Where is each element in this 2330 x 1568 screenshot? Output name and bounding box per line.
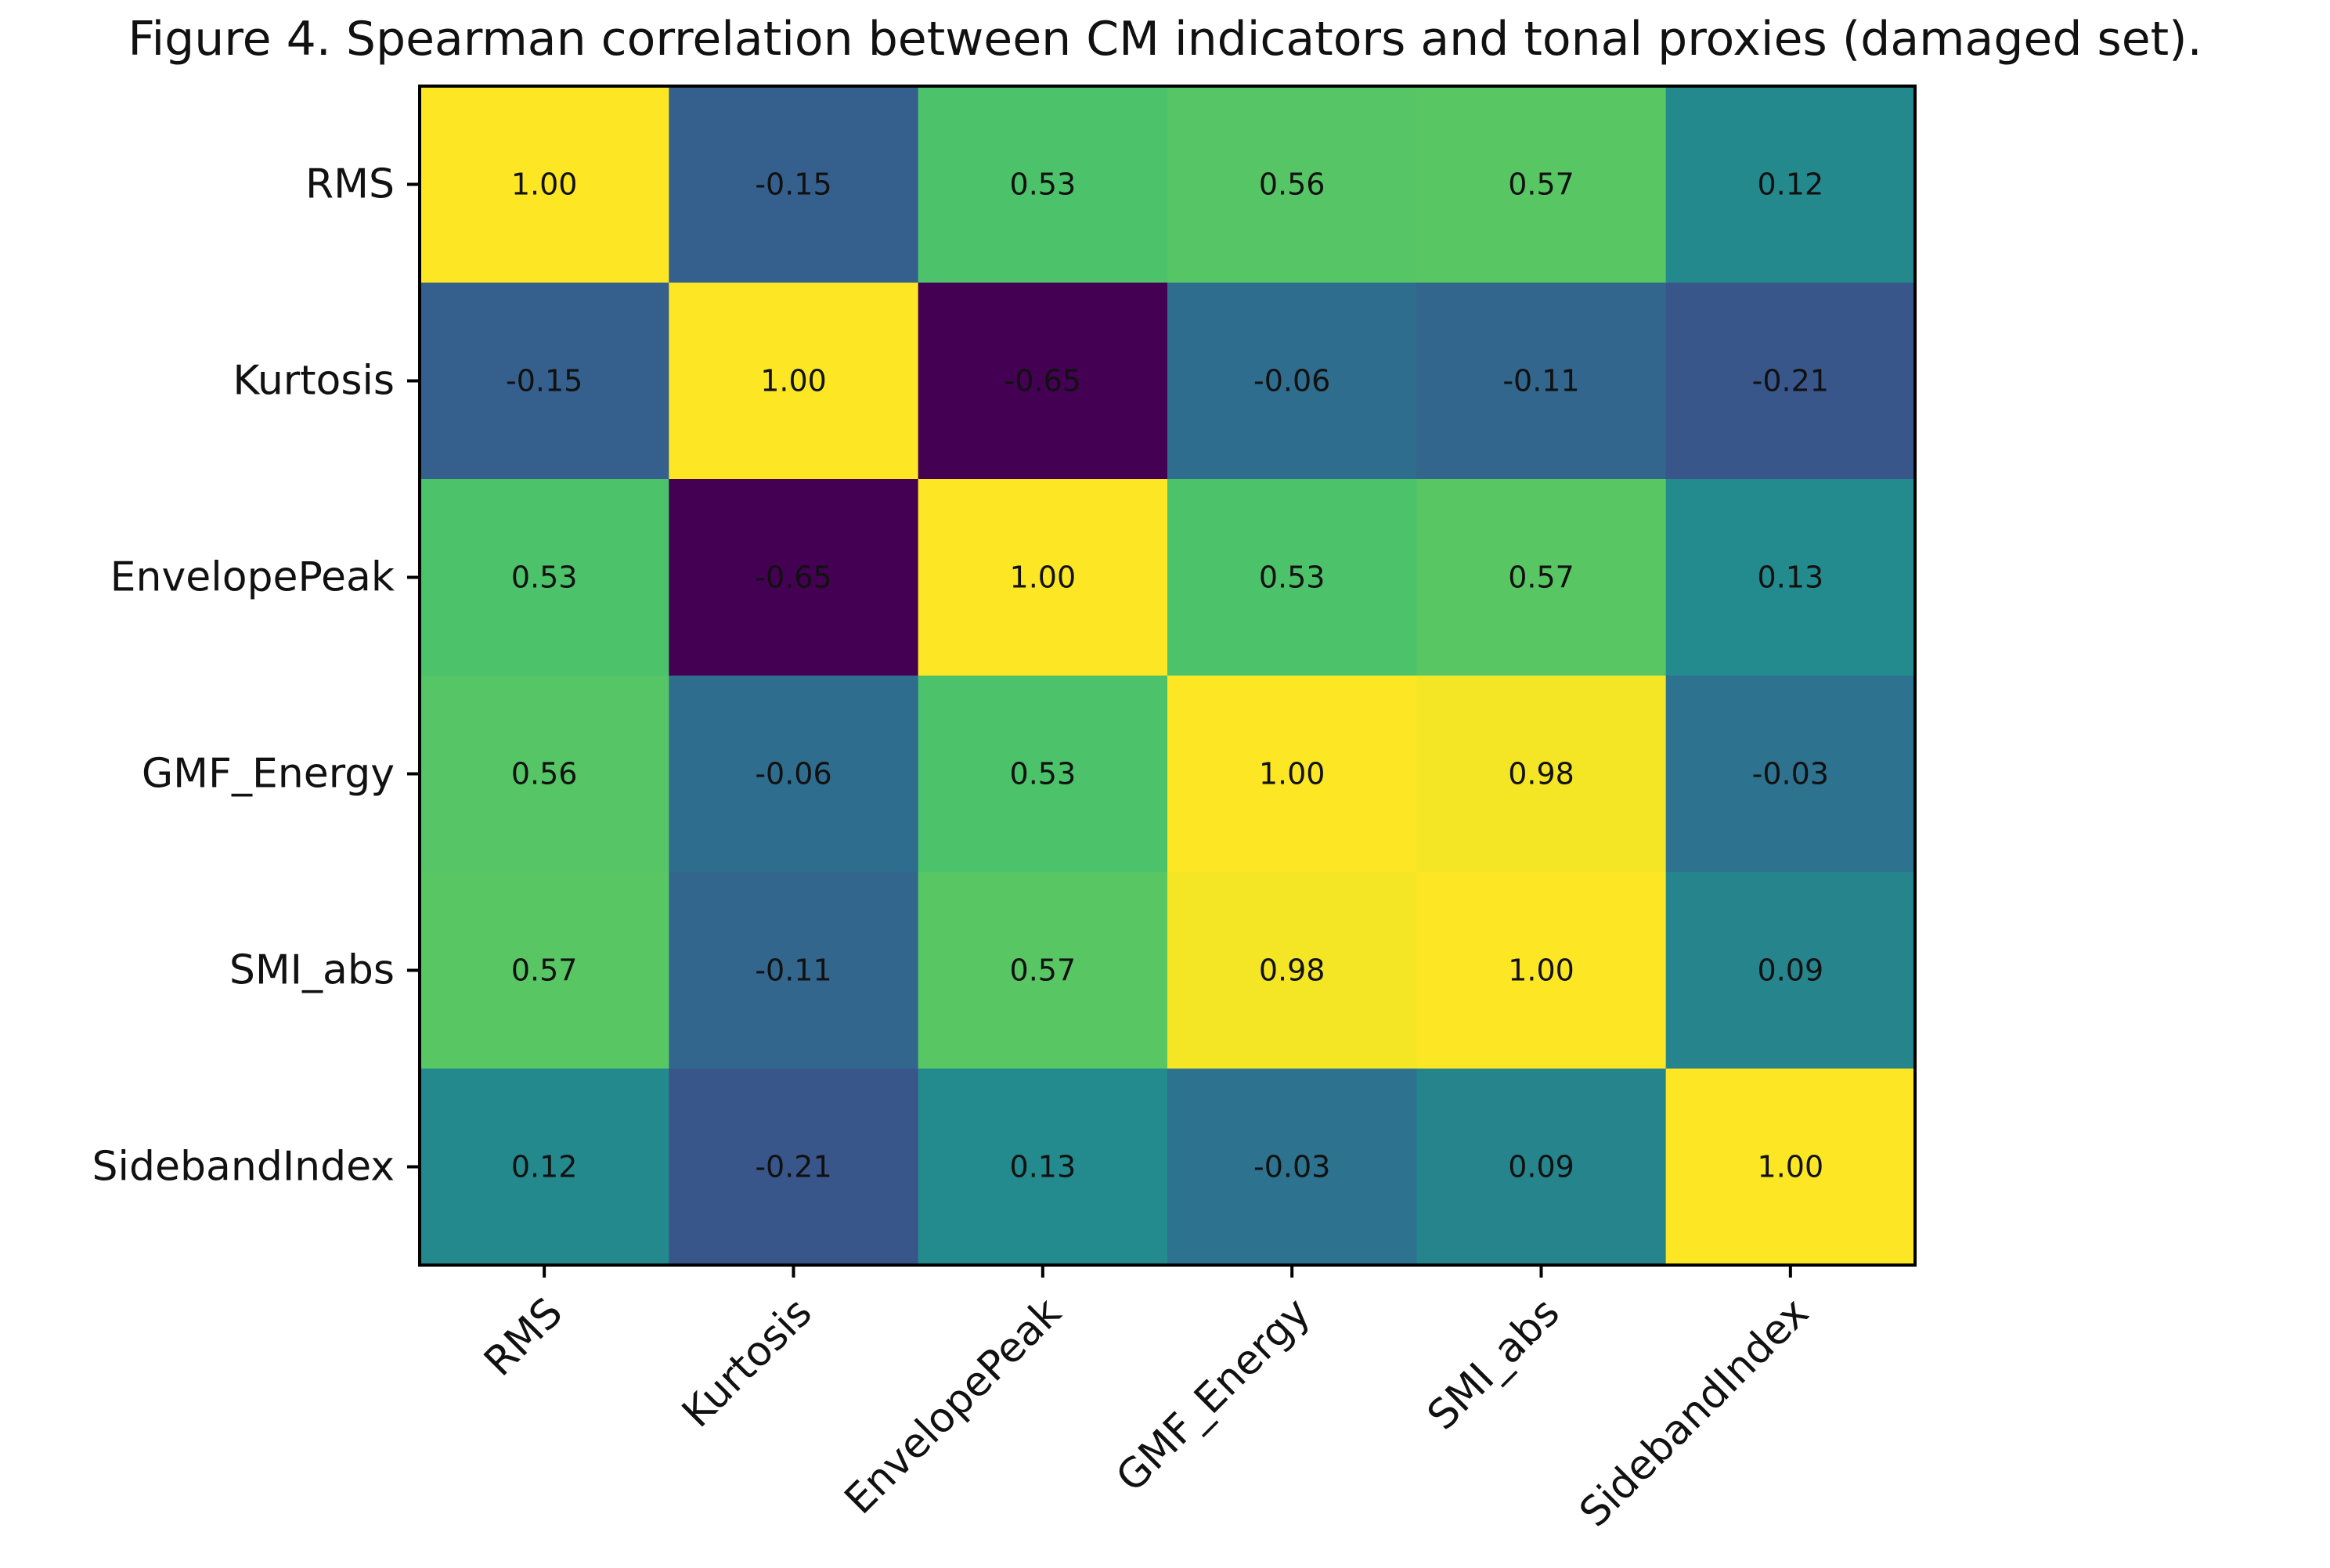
heatmap-cell-GMF_Energy-SidebandIndex xyxy=(1665,676,1916,873)
heatmap-cell-SMI_abs-RMS xyxy=(420,872,669,1069)
cell-value-label: -0.11 xyxy=(1502,364,1579,398)
cell-value-label: 0.53 xyxy=(1259,561,1326,595)
cell-value-label: -0.11 xyxy=(755,953,831,988)
heatmap-cell-EnvelopePeak-RMS xyxy=(420,479,669,676)
heatmap-cell-Kurtosis-EnvelopePeak xyxy=(918,283,1168,480)
heatmap-cell-SMI_abs-SidebandIndex xyxy=(1665,872,1916,1069)
cell-value-label: 0.98 xyxy=(1508,757,1574,791)
y-tick-label: SMI_abs xyxy=(229,947,395,994)
plot-frame xyxy=(418,85,1917,1267)
heatmap-cell-RMS-SMI_abs xyxy=(1416,86,1667,283)
cell-value-label: 0.57 xyxy=(1508,561,1574,595)
heatmap-cell-GMF_Energy-Kurtosis xyxy=(669,676,919,873)
cell-value-label: 0.09 xyxy=(1758,953,1824,988)
heatmap-cell-Kurtosis-Kurtosis xyxy=(669,283,919,480)
cell-value-label: 0.53 xyxy=(511,561,578,595)
cell-value-label: 0.56 xyxy=(1259,168,1326,202)
cell-value-label: -0.15 xyxy=(506,364,582,398)
cell-value-label: 1.00 xyxy=(1010,561,1077,595)
cell-value-label: 0.12 xyxy=(1758,168,1824,202)
y-tick-label: Kurtosis xyxy=(233,358,395,405)
cell-value-label: -0.65 xyxy=(755,561,831,595)
heatmap-cell-SidebandIndex-RMS xyxy=(420,1069,669,1266)
cell-value-label: 1.00 xyxy=(760,364,827,398)
cell-value-label: -0.06 xyxy=(1253,364,1330,398)
y-tick-label: RMS xyxy=(305,161,395,208)
heatmap-cell-EnvelopePeak-GMF_Energy xyxy=(1167,479,1417,676)
heatmap-cells xyxy=(420,86,1916,1266)
heatmap-cell-RMS-Kurtosis xyxy=(669,86,919,283)
heatmap-cell-SidebandIndex-SidebandIndex xyxy=(1665,1069,1916,1266)
cell-value-label: 0.12 xyxy=(511,1150,578,1184)
heatmap-cell-EnvelopePeak-SidebandIndex xyxy=(1665,479,1916,676)
heatmap-cell-labels: 1.00 -0.15 0.53 0.56 0.57 0.12 -0.15 1.00 -0.65 -… xyxy=(506,168,1829,1184)
heatmap-cell-RMS-RMS xyxy=(420,86,669,283)
cell-value-label: -0.65 xyxy=(1004,364,1081,398)
y-tick-label: SidebandIndex xyxy=(92,1144,395,1191)
heatmap-cell-GMF_Energy-EnvelopePeak xyxy=(918,676,1168,873)
heatmap-cell-GMF_Energy-GMF_Energy xyxy=(1167,676,1417,873)
heatmap-cell-SidebandIndex-EnvelopePeak xyxy=(918,1069,1168,1266)
cell-value-label: 0.53 xyxy=(1010,168,1077,202)
cell-value-label: 0.57 xyxy=(1010,953,1077,988)
cell-value-label: 0.13 xyxy=(1010,1150,1077,1184)
heatmap-cell-EnvelopePeak-SMI_abs xyxy=(1416,479,1667,676)
cell-value-label: -0.21 xyxy=(1752,364,1829,398)
cell-value-label: -0.15 xyxy=(755,168,831,202)
cell-value-label: 1.00 xyxy=(1758,1150,1824,1184)
cell-value-label: 0.57 xyxy=(511,953,578,988)
cell-value-label: -0.06 xyxy=(755,757,831,791)
heatmap-cell-EnvelopePeak-EnvelopePeak xyxy=(918,479,1168,676)
heatmap-cell-RMS-SidebandIndex xyxy=(1665,86,1916,283)
cell-value-label: 0.53 xyxy=(1010,757,1077,791)
heatmap-cell-SMI_abs-SMI_abs xyxy=(1416,872,1667,1069)
chart-title: Figure 4. Spearman correlation between C… xyxy=(128,12,2202,67)
cell-value-label: 0.13 xyxy=(1758,561,1824,595)
heatmap-cell-GMF_Energy-SMI_abs xyxy=(1416,676,1667,873)
heatmap-cell-SMI_abs-Kurtosis xyxy=(669,872,919,1069)
heatmap-cell-RMS-GMF_Energy xyxy=(1167,86,1417,283)
heatmap-cell-SidebandIndex-GMF_Energy xyxy=(1167,1069,1417,1266)
heatmap-cell-SidebandIndex-SMI_abs xyxy=(1416,1069,1667,1266)
heatmap-cell-RMS-EnvelopePeak xyxy=(918,86,1168,283)
cell-value-label: -0.03 xyxy=(1253,1150,1330,1184)
cell-value-label: 0.56 xyxy=(511,757,578,791)
cell-value-label: 1.00 xyxy=(511,168,578,202)
cell-value-label: 0.09 xyxy=(1508,1150,1574,1184)
heatmap-cell-GMF_Energy-RMS xyxy=(420,676,669,873)
cell-value-label: 0.98 xyxy=(1259,953,1326,988)
heatmap-cell-SidebandIndex-Kurtosis xyxy=(669,1069,919,1266)
heatmap-cell-EnvelopePeak-Kurtosis xyxy=(669,479,919,676)
cell-value-label: -0.03 xyxy=(1752,757,1829,791)
heatmap-cell-Kurtosis-SMI_abs xyxy=(1416,283,1667,480)
heatmap-cell-SMI_abs-GMF_Energy xyxy=(1167,872,1417,1069)
heatmap-cell-Kurtosis-GMF_Energy xyxy=(1167,283,1417,480)
heatmap-cell-Kurtosis-RMS xyxy=(420,283,669,480)
y-tick-label: EnvelopePeak xyxy=(110,554,395,601)
y-axis: RMS Kurtosis EnvelopePeak GMF_Energy SMI_abs… xyxy=(92,161,420,1191)
cell-value-label: 0.57 xyxy=(1508,168,1574,202)
cell-value-label: 1.00 xyxy=(1259,757,1326,791)
cell-value-label: -0.21 xyxy=(755,1150,831,1184)
heatmap-cell-SMI_abs-EnvelopePeak xyxy=(918,872,1168,1069)
heatmap-cell-Kurtosis-SidebandIndex xyxy=(1665,283,1916,480)
cell-value-label: 1.00 xyxy=(1508,953,1574,988)
y-tick-label: GMF_Energy xyxy=(142,751,395,798)
